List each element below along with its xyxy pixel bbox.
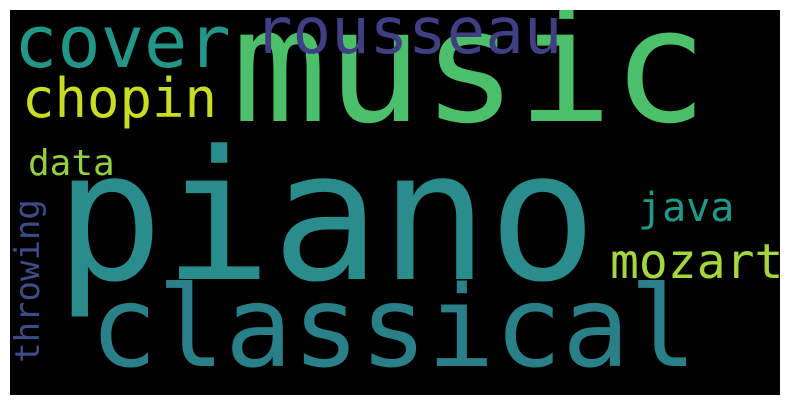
word-mozart: mozart [610, 234, 780, 290]
word-java: java [638, 185, 735, 231]
word-cover: cover [14, 10, 231, 84]
word-music: music [232, 10, 708, 159]
word-classical: classical [90, 263, 697, 393]
word-chopin: chopin [22, 67, 218, 130]
word-cloud: music piano classical cover rousseau cho… [10, 10, 780, 395]
word-piano: piano [55, 113, 597, 322]
word-rousseau: rousseau [254, 10, 563, 69]
word-throwing: throwing [10, 199, 48, 363]
word-data: data [28, 143, 115, 184]
